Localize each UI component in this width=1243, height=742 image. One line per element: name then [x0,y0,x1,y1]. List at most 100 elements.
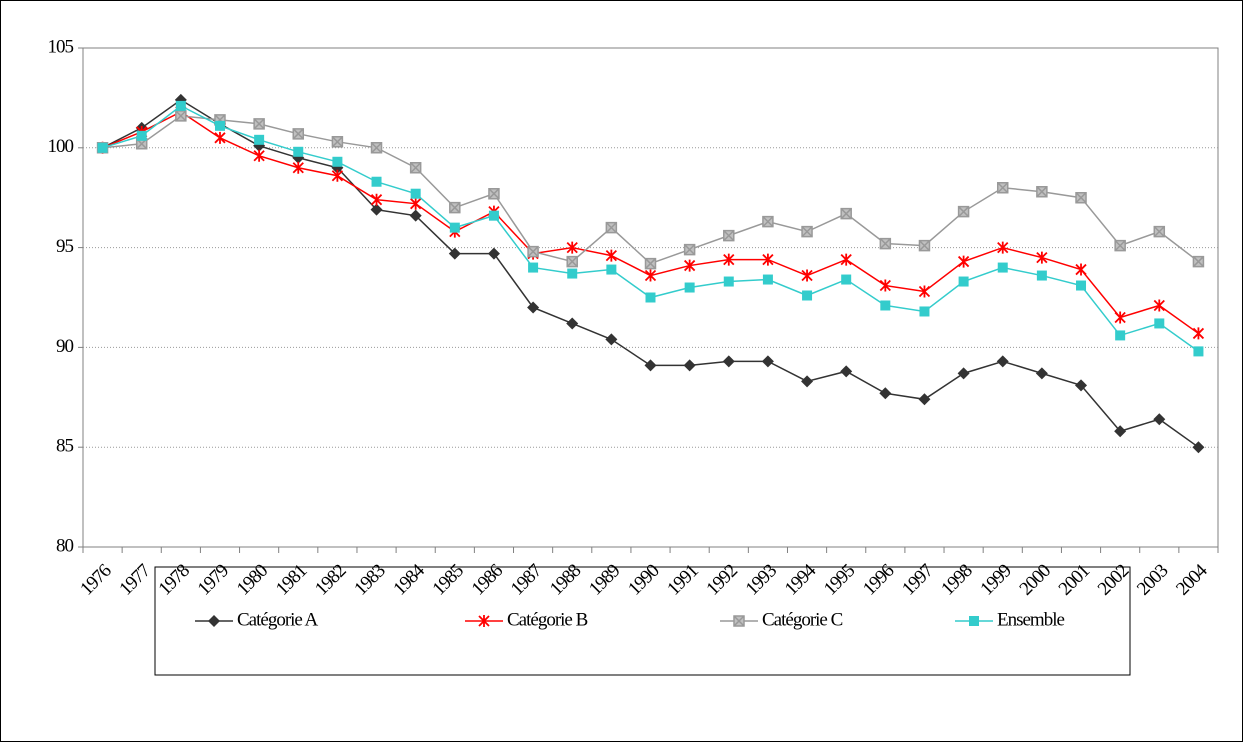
marker [841,274,852,285]
marker [1114,311,1126,324]
marker [332,156,343,167]
marker [293,146,304,157]
marker [1075,263,1087,276]
marker [1192,327,1205,340]
marker [410,188,421,199]
marker [840,207,852,220]
marker [1035,367,1048,380]
marker [1192,255,1205,268]
marker [1115,330,1126,341]
marker [644,257,657,270]
marker [409,162,422,174]
marker [957,255,970,268]
marker [644,359,657,372]
marker [528,262,539,273]
marker [762,253,774,266]
marker [762,274,773,285]
marker [253,149,265,162]
marker [331,136,344,148]
marker [644,269,657,282]
marker [1036,185,1048,198]
marker [801,225,813,238]
marker [733,615,745,627]
marker [683,359,696,372]
marker [879,237,892,250]
marker [1153,299,1165,312]
marker [97,142,108,153]
marker [136,130,147,141]
marker [253,118,265,130]
marker [292,161,304,174]
marker [214,131,226,144]
y-tick-label: 90 [56,336,74,357]
y-tick-label: 80 [56,535,74,556]
marker [527,301,540,314]
y-tick-label: 95 [56,236,74,257]
marker [683,243,696,256]
legend-label: Ensemble [997,609,1064,630]
marker [371,176,382,187]
marker [1154,318,1165,329]
legend-label: Catégorie A [237,609,319,630]
marker [370,203,383,216]
marker [331,169,344,182]
marker [684,282,695,293]
marker [567,268,578,279]
marker [175,100,186,111]
marker [1114,239,1126,252]
marker [919,306,930,317]
marker [1153,225,1166,238]
legend-label: Catégorie C [762,609,843,630]
marker [214,120,225,131]
marker [566,317,579,330]
marker [370,193,383,206]
marker [684,259,696,272]
marker [801,269,813,282]
marker [957,205,970,218]
marker [478,615,490,627]
marker [1153,413,1166,426]
marker [918,393,931,406]
marker [801,375,814,388]
marker [996,181,1009,194]
marker [879,387,892,400]
marker [1193,346,1204,357]
marker [969,616,979,626]
marker [918,285,931,298]
marker [1036,270,1047,281]
marker [645,292,656,303]
marker [761,355,774,368]
marker [957,367,970,380]
marker [723,253,735,266]
marker [918,239,931,252]
marker [527,245,539,258]
y-tick-label: 105 [48,36,74,57]
marker [722,355,735,368]
marker [879,279,891,292]
marker [1076,280,1087,291]
marker [723,276,734,287]
marker [208,615,220,627]
marker [840,365,853,378]
marker [840,253,852,266]
marker [488,187,500,200]
marker [410,197,422,210]
marker [487,247,500,260]
marker [606,264,617,275]
legend-label: Catégorie B [507,609,588,630]
marker [409,209,422,222]
marker [254,134,265,145]
marker [802,290,813,301]
marker [566,241,578,254]
marker [762,215,774,228]
y-tick-label: 85 [56,436,74,457]
marker [292,128,305,140]
marker [1075,379,1088,392]
marker [1114,425,1127,438]
y-tick-label: 100 [48,136,74,157]
marker [605,249,617,262]
marker [997,241,1009,254]
marker [723,229,735,242]
